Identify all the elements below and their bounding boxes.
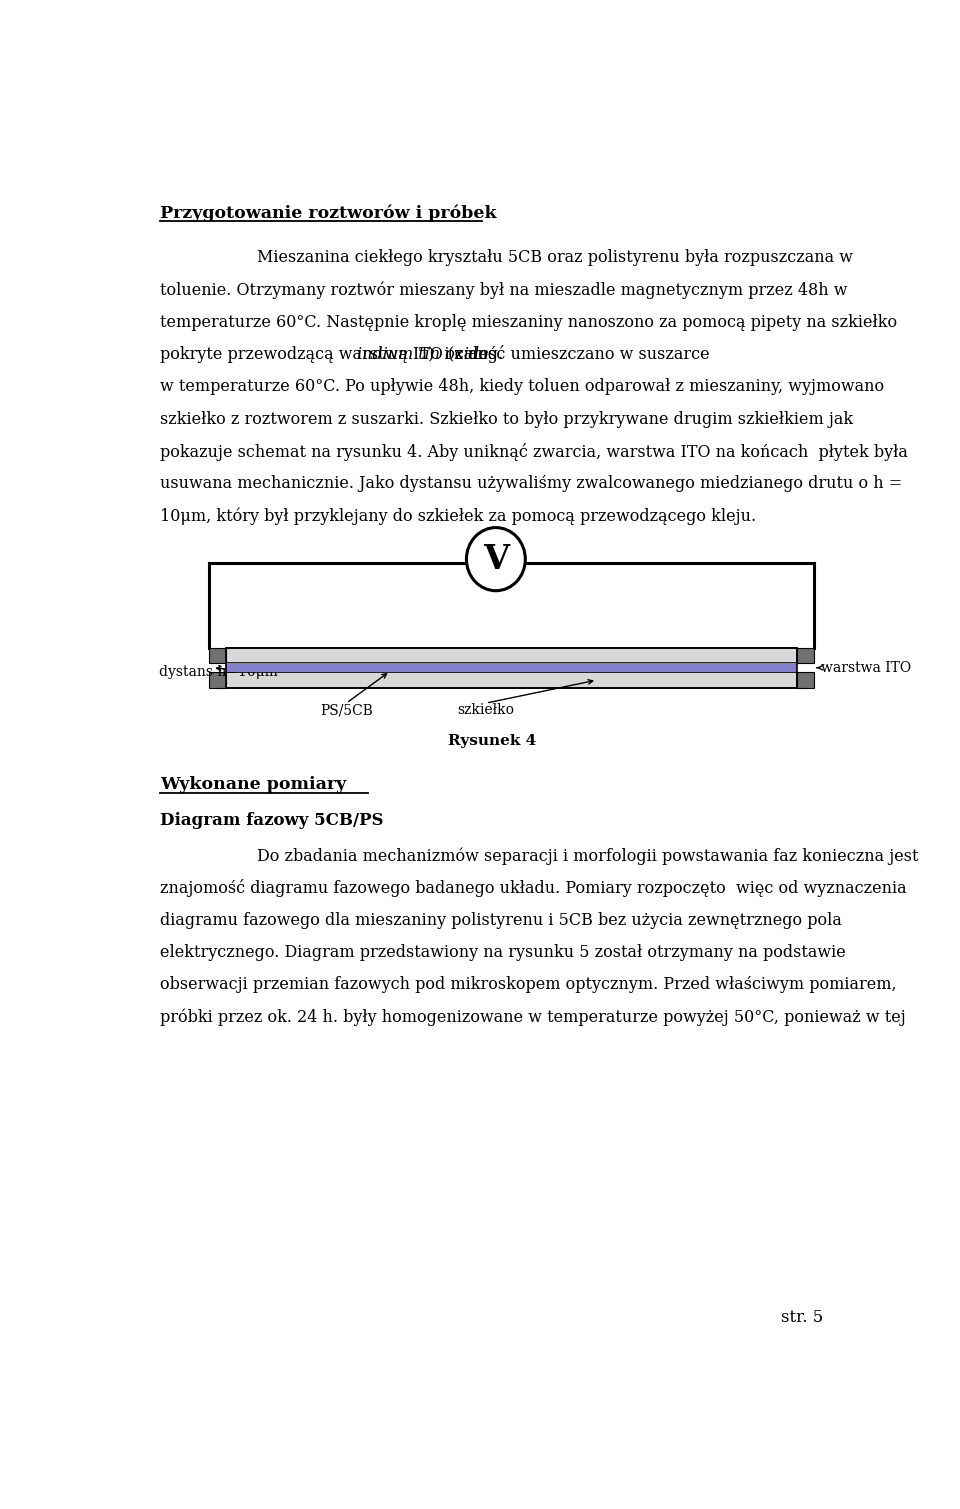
Text: PS/5CB: PS/5CB: [320, 703, 372, 717]
Text: obserwacji przemian fazowych pod mikroskopem optycznym. Przed właściwym pomiarem: obserwacji przemian fazowych pod mikrosk…: [160, 976, 897, 993]
Text: szkiełko: szkiełko: [457, 703, 515, 717]
Bar: [227, 647, 797, 688]
Text: dystans h=10μm: dystans h=10μm: [158, 664, 277, 679]
Text: pokazuje schemat na rysunku 4. Aby uniknąć zwarcia, warstwa ITO na końcach  płyt: pokazuje schemat na rysunku 4. Aby unikn…: [160, 442, 908, 460]
Text: Wykonane pomiary: Wykonane pomiary: [160, 776, 347, 794]
Text: znajomość diagramu fazowego badanego układu. Pomiary rozpoczęto  więc od wyznacz: znajomość diagramu fazowego badanego ukł…: [160, 880, 907, 898]
Bar: [269, 664, 754, 672]
Text: usuwana mechanicznie. Jako dystansu używaliśmy zwalcowanego miedzianego drutu o : usuwana mechanicznie. Jako dystansu używ…: [160, 475, 902, 492]
Text: szkiełko z roztworem z suszarki. Szkiełko to było przykrywane drugim szkiełkiem : szkiełko z roztworem z suszarki. Szkiełk…: [160, 410, 853, 427]
Text: elektrycznego. Diagram przedstawiony na rysunku 5 został otrzymany na podstawie: elektrycznego. Diagram przedstawiony na …: [160, 945, 846, 961]
Text: )  i całość umieszczano w suszarce: ) i całość umieszczano w suszarce: [428, 346, 709, 362]
Bar: [797, 673, 814, 688]
Text: próbki przez ok. 24 h. były homogenizowane w temperaturze powyżej 50°C, ponieważ: próbki przez ok. 24 h. były homogenizowa…: [160, 1010, 906, 1026]
Bar: [227, 673, 797, 688]
Text: V: V: [483, 543, 509, 575]
Text: diagramu fazowego dla mieszaniny polistyrenu i 5CB bez użycia zewnętrznego pola: diagramu fazowego dla mieszaniny polisty…: [160, 911, 842, 930]
Bar: [209, 673, 227, 688]
Text: Do zbadania mechanizmów separacji i morfologii powstawania faz konieczna jest: Do zbadania mechanizmów separacji i morf…: [257, 847, 919, 865]
Bar: [209, 647, 227, 662]
Text: Przygotowanie roztworów i próbek: Przygotowanie roztworów i próbek: [160, 204, 497, 222]
Text: w temperaturze 60°C. Po upływie 48h, kiedy toluen odparował z mieszaniny, wyjmow: w temperaturze 60°C. Po upływie 48h, kie…: [160, 379, 884, 395]
Text: str. 5: str. 5: [781, 1310, 824, 1326]
Bar: [227, 647, 797, 662]
Text: 10μm, który był przyklejany do szkiełek za pomocą przewodzącego kleju.: 10μm, który był przyklejany do szkiełek …: [160, 507, 756, 525]
Bar: [227, 662, 797, 668]
Text: Diagram fazowy 5CB/PS: Diagram fazowy 5CB/PS: [160, 812, 384, 828]
Bar: [797, 647, 814, 662]
Bar: [269, 664, 754, 672]
Text: temperaturze 60°C. Następnie kroplę mieszaniny nanoszono za pomocą pipety na szk: temperaturze 60°C. Następnie kroplę mies…: [160, 314, 898, 330]
Bar: [227, 667, 797, 673]
Text: pokryte przewodzącą warstwą ITO (z ang.: pokryte przewodzącą warstwą ITO (z ang.: [160, 346, 509, 362]
Text: Mieszanina ciekłego kryształu 5CB oraz polistyrenu była rozpuszczana w: Mieszanina ciekłego kryształu 5CB oraz p…: [257, 249, 853, 266]
Bar: [227, 662, 797, 668]
Ellipse shape: [467, 528, 525, 590]
Bar: [227, 667, 797, 673]
Text: toluenie. Otrzymany roztwór mieszany był na mieszadle magnetycznym przez 48h w: toluenie. Otrzymany roztwór mieszany był…: [160, 281, 848, 299]
Text: indium tin oxide: indium tin oxide: [357, 346, 489, 362]
Text: warstwa ITO: warstwa ITO: [822, 661, 911, 675]
Text: Rysunek 4: Rysunek 4: [448, 733, 536, 748]
